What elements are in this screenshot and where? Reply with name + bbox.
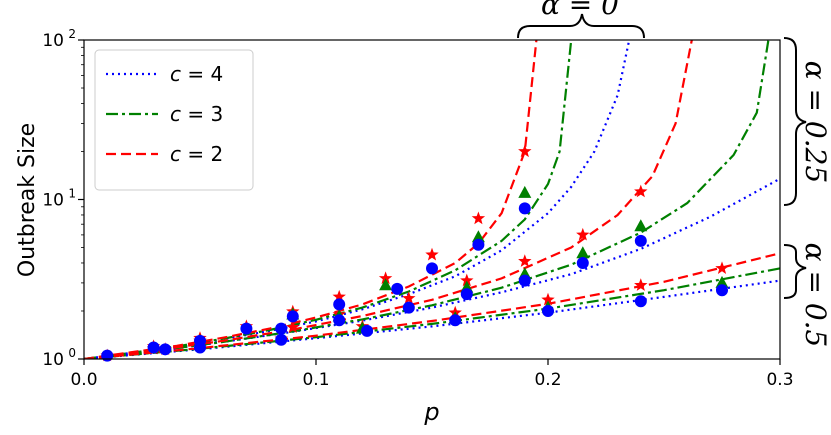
marker-c4-circle-8 xyxy=(286,310,299,323)
marker-c2-star-12 xyxy=(286,320,300,333)
marker-c4-circle-5 xyxy=(240,322,253,335)
series-c4-alpha-05-line xyxy=(84,279,780,359)
marker-c2-star-16 xyxy=(518,254,532,267)
y-tick-label-1: 10 xyxy=(42,191,64,211)
marker-c3-triangle-4 xyxy=(518,185,532,198)
marker-c4-circle-12 xyxy=(391,282,404,295)
y-tick-label-2: 10 xyxy=(42,31,64,51)
marker-c4-circle-15 xyxy=(449,314,462,327)
legend-label-1: c = 3 xyxy=(170,102,223,126)
marker-c4-circle-18 xyxy=(518,274,531,287)
marker-c4-circle-19 xyxy=(518,202,531,215)
marker-c3-triangle-3 xyxy=(471,230,485,243)
marker-c2-star-5 xyxy=(332,289,346,303)
marker-c2-star-17 xyxy=(576,227,590,241)
brace-right-upper xyxy=(783,37,807,206)
annotation-alpha-05: α = 0.5 xyxy=(783,243,831,348)
marker-c4-circle-9 xyxy=(333,298,346,311)
marker-c4-circle-0 xyxy=(101,349,114,362)
series-c3-alpha-0-line xyxy=(84,40,573,359)
legend-label-0: c = 4 xyxy=(170,62,223,86)
marker-c2-star-14 xyxy=(402,291,416,304)
marker-c4-circle-21 xyxy=(576,256,589,269)
marker-c2-star-8 xyxy=(471,211,486,225)
marker-c4-circle-22 xyxy=(634,234,647,247)
annotation-alpha-025: α = 0.25 xyxy=(783,37,831,206)
y-axis-label: Outbreak Size xyxy=(15,123,40,277)
y-tick-label-0: 10 xyxy=(42,350,64,370)
legend-label-2: c = 2 xyxy=(170,142,223,166)
marker-c4-circle-16 xyxy=(460,288,473,301)
marker-c2-star-23 xyxy=(541,292,555,306)
marker-c4-circle-14 xyxy=(426,262,438,275)
marker-c4-circle-13 xyxy=(402,301,415,314)
x-tick-label-1: 0.1 xyxy=(302,370,329,390)
marker-c2-star-24 xyxy=(634,278,648,291)
x-axis-label: p xyxy=(423,398,439,426)
legend-box xyxy=(94,49,254,191)
marker-c4-circle-2 xyxy=(159,343,172,356)
marker-c4-circle-11 xyxy=(361,324,374,337)
x-tick-label-0: 0.0 xyxy=(70,370,97,390)
marker-c4-circle-20 xyxy=(542,304,554,317)
marker-c3-triangle-13 xyxy=(715,275,729,288)
marker-c3-triangle-8 xyxy=(576,246,590,259)
marker-c4-circle-10 xyxy=(333,314,346,327)
brace-right-lower xyxy=(783,244,807,299)
marker-c2-star-15 xyxy=(460,273,474,287)
marker-c4-circle-4 xyxy=(194,334,206,347)
marker-c2-star-18 xyxy=(634,184,648,198)
marker-c3-triangle-9 xyxy=(634,219,648,232)
tick-layer: 0.0 0.1 0.2 0.3 10 0 10 1 10 2 xyxy=(42,27,793,390)
series-c2-alpha-05-line xyxy=(84,252,780,359)
marker-c2-star-7 xyxy=(425,247,439,261)
y-tick-exponent-0: 0 xyxy=(68,346,76,360)
annotation-alpha-05-label: α = 0.5 xyxy=(799,243,831,348)
y-tick-exponent-1: 1 xyxy=(68,187,76,201)
marker-c2-star-6 xyxy=(378,271,393,285)
marker-layer xyxy=(100,144,729,362)
series-layer xyxy=(84,40,780,359)
annotation-alpha-0: α = 0 xyxy=(517,0,645,39)
marker-c4-circle-6 xyxy=(275,333,288,346)
series-c2-alpha-025-line xyxy=(84,40,693,359)
marker-c2-star-25 xyxy=(715,261,729,274)
marker-c4-circle-24 xyxy=(716,284,728,297)
legend: c = 4 c = 3 c = 2 xyxy=(94,49,254,191)
series-c2-alpha-0-line xyxy=(84,40,538,359)
x-tick-label-3: 0.3 xyxy=(766,370,793,390)
x-tick-label-2: 0.2 xyxy=(534,370,561,390)
annotation-alpha-0-label: α = 0 xyxy=(541,0,619,21)
y-tick-exponent-2: 2 xyxy=(68,27,76,41)
marker-c4-circle-17 xyxy=(472,238,485,251)
marker-c2-star-9 xyxy=(518,144,532,158)
marker-c4-circle-1 xyxy=(147,341,160,354)
series-c4-alpha-025-line xyxy=(84,177,780,359)
annotation-alpha-025-label: α = 0.25 xyxy=(799,61,831,184)
brace-top xyxy=(517,13,645,39)
marker-c4-circle-7 xyxy=(275,322,288,335)
marker-c3-triangle-2 xyxy=(379,278,393,291)
marker-c4-circle-23 xyxy=(634,295,647,308)
